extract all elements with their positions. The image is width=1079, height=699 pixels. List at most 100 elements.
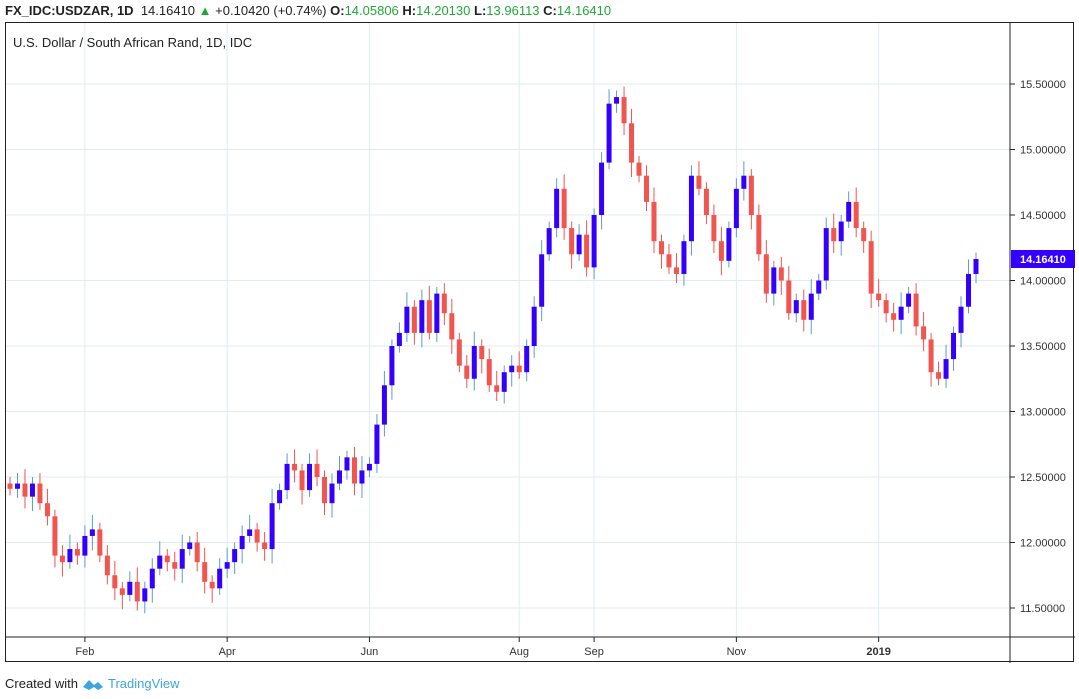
candle-body	[142, 588, 148, 602]
candle-body	[389, 346, 395, 386]
symbol: FX_IDC:USDZAR, 1D	[5, 3, 134, 18]
candle-body	[29, 483, 35, 497]
candle-body	[314, 463, 320, 477]
candle-body	[801, 300, 807, 320]
candle-body	[531, 306, 537, 346]
low-label: L:	[474, 3, 487, 18]
candle-body	[913, 293, 919, 327]
candle-body	[97, 529, 103, 556]
candle-body	[127, 581, 133, 595]
x-tick-label: Sep	[584, 646, 604, 658]
candle-body	[411, 306, 417, 333]
candle-body	[52, 516, 58, 556]
candle-body	[456, 339, 462, 366]
candle-body	[82, 535, 88, 556]
candle-body	[621, 97, 627, 124]
candle-body	[718, 241, 724, 261]
candle-body	[876, 293, 882, 301]
candle-body	[247, 529, 253, 536]
candle-body	[741, 175, 747, 189]
candle-body	[277, 490, 283, 504]
candle-body	[486, 359, 492, 386]
candle-body	[14, 483, 20, 489]
candle-body	[202, 562, 208, 582]
candle-body	[823, 228, 829, 281]
open-label: O:	[330, 3, 345, 18]
candle-body	[921, 326, 927, 340]
candle-body	[711, 215, 717, 242]
candle-body	[748, 175, 754, 215]
price-chart[interactable]: 11.50000 12.00000 12.50000 13.00000 13.50000…	[6, 23, 1075, 663]
candle-body	[524, 346, 530, 373]
candle-body	[269, 503, 275, 550]
candle-body	[396, 332, 402, 346]
close-label: C:	[543, 3, 557, 18]
candle-body	[134, 581, 140, 602]
candle-body	[808, 293, 814, 320]
candle-body	[838, 221, 844, 242]
y-tick-label: 15.00000	[1020, 145, 1066, 157]
candle-body	[658, 241, 664, 255]
y-tick-label: 14.50000	[1020, 210, 1066, 222]
candle-body	[74, 549, 80, 556]
candle-body	[112, 575, 118, 589]
candle-body	[366, 463, 372, 471]
candle-body	[194, 542, 200, 563]
candle-body	[973, 259, 979, 274]
candle-body	[434, 293, 440, 333]
y-tick-label: 13.00000	[1020, 407, 1066, 419]
candle-body	[576, 234, 582, 255]
candle-body	[299, 470, 305, 491]
candle-body	[599, 162, 605, 215]
candle-body	[936, 372, 942, 379]
high-label: H:	[402, 3, 417, 18]
candle-body	[666, 254, 672, 268]
x-tick-label: Jun	[361, 646, 379, 658]
created-with: Created with	[5, 676, 78, 691]
candle-body	[149, 568, 155, 589]
candle-body	[629, 123, 635, 163]
candle-body	[554, 188, 560, 229]
candle-body	[891, 313, 897, 320]
last-price: 14.16410	[140, 3, 196, 18]
high-value: 14.20130	[416, 3, 471, 18]
candle-body	[292, 463, 298, 471]
candle-body	[419, 300, 425, 333]
y-tick-label: 14.00000	[1020, 276, 1066, 288]
y-tick-label: 12.50000	[1020, 472, 1066, 484]
candle-body	[853, 201, 859, 229]
candle-body	[464, 365, 470, 379]
tradingview-link[interactable]: TradingView	[107, 676, 180, 691]
candle-body	[89, 529, 95, 536]
candle-body	[7, 483, 13, 489]
candle-body	[164, 555, 170, 563]
up-arrow-icon: ▲	[198, 3, 212, 18]
candle-body	[651, 201, 657, 242]
open-value: 14.05806	[344, 3, 399, 18]
candle-body	[778, 267, 784, 281]
candle-body	[861, 228, 867, 242]
candle-body	[187, 542, 193, 550]
candle-body	[209, 581, 215, 589]
candle-body	[336, 470, 342, 484]
x-tick-label: Aug	[509, 646, 529, 658]
candle-body	[509, 365, 515, 373]
y-tick-label: 12.00000	[1020, 538, 1066, 550]
candle-body	[636, 162, 642, 176]
candle-body	[539, 254, 545, 307]
x-tick-label: Nov	[727, 646, 747, 658]
candle-body	[696, 175, 702, 189]
chart-frame[interactable]: 11.50000 12.00000 12.50000 13.00000 13.50000…	[5, 22, 1075, 663]
low-value: 13.96113	[486, 3, 540, 18]
candle-body	[958, 306, 964, 333]
candle-body	[606, 103, 612, 163]
candle-body	[224, 562, 230, 569]
candle-body	[239, 535, 245, 550]
candle-body	[831, 228, 837, 242]
candle-body	[374, 424, 380, 464]
candle-body	[771, 267, 777, 294]
candle-body	[22, 483, 28, 497]
candle-body	[928, 339, 934, 373]
candle-body	[546, 228, 552, 255]
tradingview-logo-icon	[82, 679, 103, 690]
